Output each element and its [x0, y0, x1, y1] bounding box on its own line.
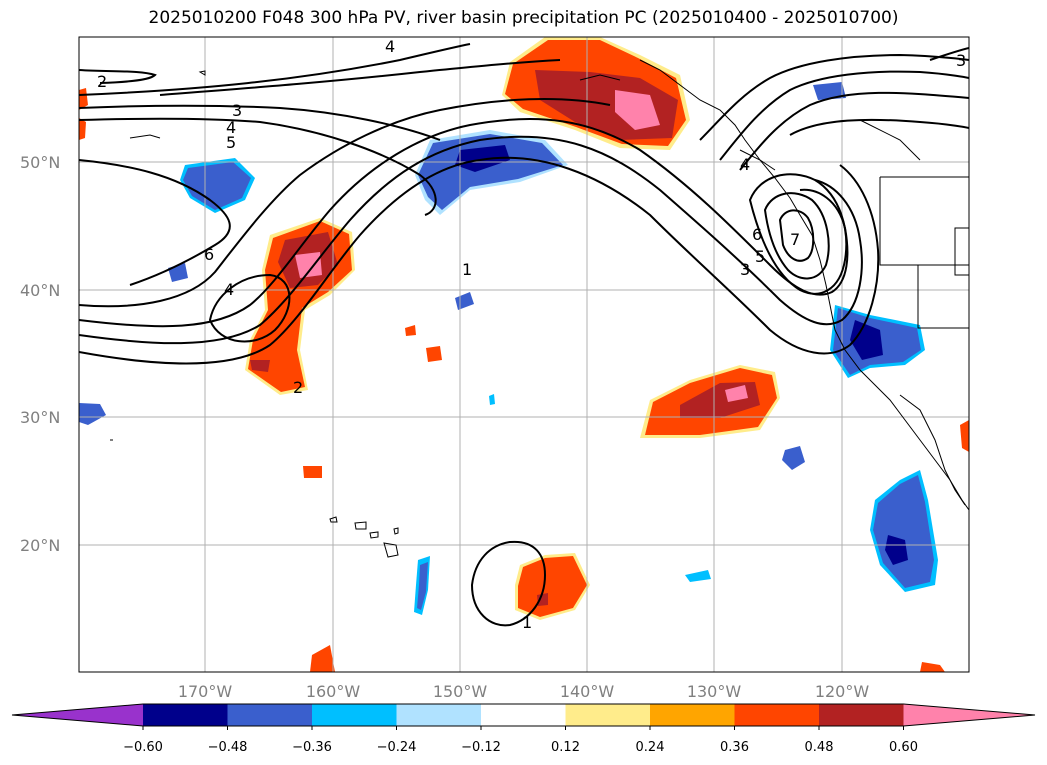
contour-label: 5: [226, 133, 236, 152]
colorbar-tick-label: 0.24: [636, 740, 665, 755]
colorbar-extend-low: [12, 704, 143, 726]
colorbar-tick-label: 0.36: [720, 740, 749, 755]
islands: [110, 70, 399, 558]
colorbar-tick-label: −0.12: [461, 740, 501, 755]
colorbar-box: [396, 704, 482, 726]
colorbar-tick-label: 0.60: [889, 740, 918, 755]
contour-label: 6: [204, 245, 214, 264]
colorbar-box: [650, 704, 735, 726]
lat-label: 50°N: [20, 153, 60, 172]
lon-label: 170°W: [178, 682, 233, 701]
colorbar-tick-label: 0.12: [551, 740, 580, 755]
lat-label: 30°N: [20, 408, 60, 427]
contour-label: 2: [97, 72, 107, 91]
colorbar-tick-label: −0.24: [377, 740, 417, 755]
contour-label: 2: [293, 378, 303, 397]
lon-label: 150°W: [433, 682, 488, 701]
contour-label: 4: [385, 37, 395, 56]
contour-label: 6: [752, 225, 762, 244]
lon-label: 140°W: [560, 682, 615, 701]
map-title: 2025010200 F048 300 hPa PV, river basin …: [148, 8, 899, 28]
colorbar-box: [819, 704, 904, 726]
lon-label: 120°W: [815, 682, 870, 701]
colorbar-box: [481, 704, 566, 726]
plot-frame: [78, 36, 970, 673]
colorbar-box: [312, 704, 397, 726]
lat-label: 20°N: [20, 536, 60, 555]
coastline: [579, 59, 969, 511]
contour-label: 1: [462, 260, 472, 279]
contour-label: 3: [956, 51, 966, 70]
graticule: [79, 37, 969, 672]
contour-label: 4: [224, 280, 234, 299]
colorbar-tick-label: −0.48: [208, 740, 248, 755]
contour-label: 4: [740, 155, 750, 174]
latitude-labels: 50°N 40°N 30°N 20°N: [20, 153, 60, 555]
contour-label: 5: [755, 247, 765, 266]
contour-label: 3: [740, 260, 750, 279]
colorbar-tick-label: 0.48: [805, 740, 834, 755]
contour-label: 1: [522, 613, 532, 632]
colorbar-box: [227, 704, 313, 726]
lon-label: 160°W: [306, 682, 361, 701]
lon-label: 130°W: [687, 682, 742, 701]
contour-label: 4: [226, 118, 236, 137]
lat-label: 40°N: [20, 281, 60, 300]
pv-contours: [79, 43, 969, 627]
colorbar-box: [143, 704, 228, 726]
colorbar-tick-label: −0.36: [292, 740, 332, 755]
colorbar-box: [734, 704, 820, 726]
colorbar-tick-label: −0.60: [123, 740, 163, 755]
contour-label: 3: [232, 101, 242, 120]
colorbar: −0.60 −0.48 −0.36 −0.24 −0.12 0.12 0.24 0.36 0.4…: [11, 703, 1036, 755]
longitude-labels: 170°W 160°W 150°W 140°W 130°W 120°W: [178, 682, 870, 701]
contour-label: 7: [790, 230, 800, 249]
precip-anomaly-fill: [79, 37, 969, 672]
colorbar-box: [565, 704, 651, 726]
contour-labels: 2 3 4 5 6 4 2 1 4 4 6 5 3 7 1 3: [97, 37, 966, 632]
colorbar-extend-high: [903, 704, 1035, 726]
